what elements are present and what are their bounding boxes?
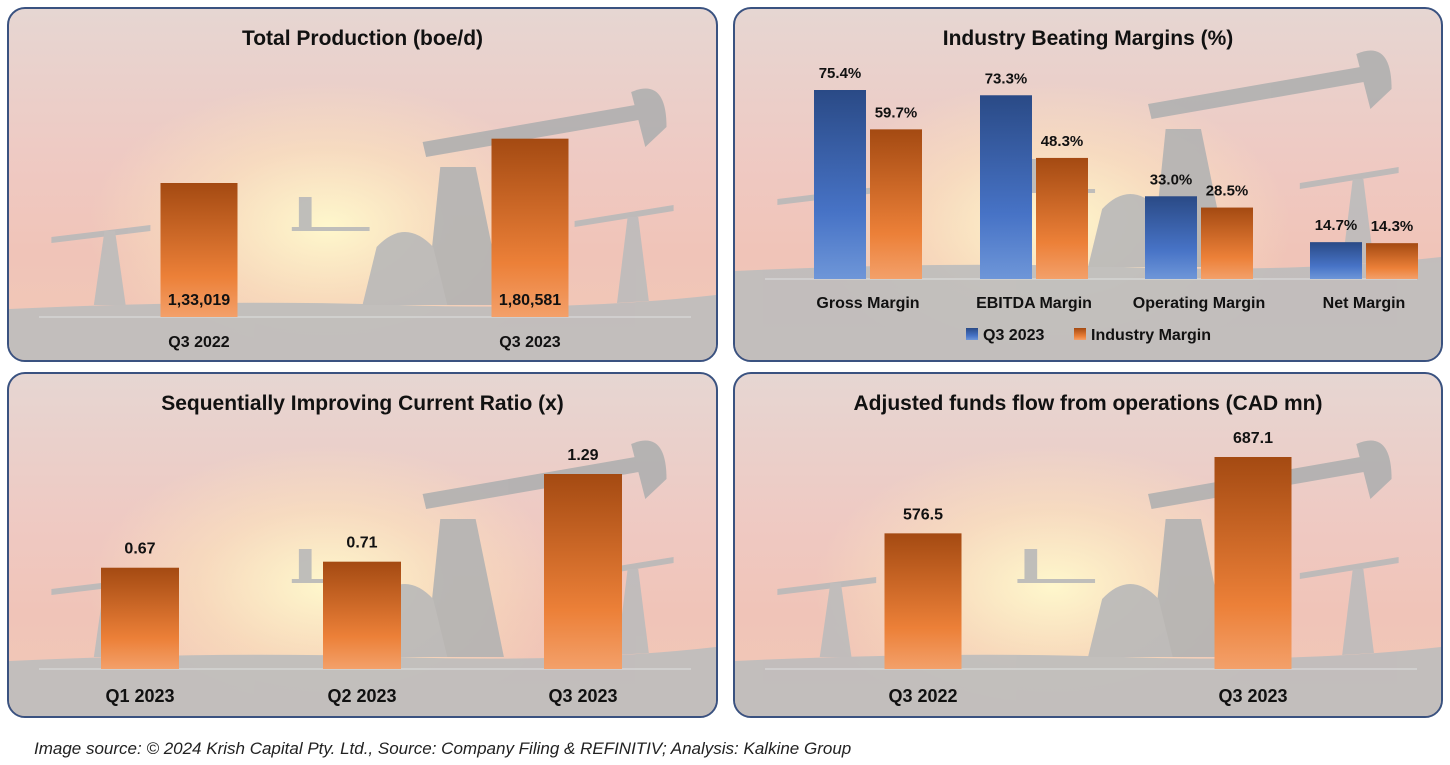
bar-q3-2023-operating-margin [1145, 196, 1197, 279]
small-pumpjack-tower [819, 583, 852, 657]
pumpjack-beam [1148, 64, 1381, 119]
bar-q3-2023-ebitda-margin [980, 95, 1032, 280]
ground-shape [735, 647, 1441, 716]
data-label: 1.29 [567, 447, 598, 464]
data-label: 59.7% [875, 104, 918, 121]
data-label: 33.0% [1150, 171, 1193, 188]
ground-shape [735, 257, 1441, 360]
x-tick-label: Q3 2023 [499, 334, 560, 351]
platform-box [298, 197, 312, 227]
pumpjack-head [1356, 440, 1392, 499]
bar-q3-2023 [1214, 457, 1292, 669]
machinery [362, 232, 448, 305]
x-tick-label: Q1 2023 [105, 686, 174, 706]
pumpjack-tower [426, 167, 504, 305]
pumpjack-tower [1151, 519, 1230, 657]
data-label: 48.3% [1041, 133, 1084, 150]
bar-q3-2023 [544, 474, 622, 669]
chart-panel-margins: Industry Beating Margins (%) 75.4% 59.7% G… [733, 7, 1443, 362]
pumpjack-head [1356, 50, 1392, 109]
data-label: 576.5 [903, 506, 943, 523]
platform-box [298, 549, 312, 579]
data-label: 14.3% [1371, 218, 1414, 235]
bar-industry-ebitda-margin [1036, 157, 1088, 279]
data-label: 73.3% [985, 70, 1028, 87]
data-label: 75.4% [819, 65, 862, 82]
chart-panel-current-ratio: Sequentially Improving Current Ratio (x)… [7, 372, 718, 718]
data-label: 1,80,581 [499, 292, 561, 309]
pumpjack-tower [426, 519, 504, 657]
chart-title: Industry Beating Margins (%) [942, 27, 1234, 50]
legend-swatch-industry-margin [1074, 328, 1086, 340]
legend-swatch-q3-2023 [966, 328, 978, 340]
small-pumpjack-beam [1299, 557, 1399, 579]
oil-field-silhouette [9, 88, 716, 360]
legend-label-industry-margin: Industry Margin [1091, 327, 1211, 344]
oil-field-silhouette [735, 440, 1441, 716]
x-tick-label: Q3 2023 [548, 686, 617, 706]
platform-box [1024, 549, 1038, 579]
platform-rail [291, 227, 370, 231]
chart-title: Adjusted funds flow from operations (CAD… [853, 392, 1323, 415]
pumpjack-head [631, 88, 667, 147]
small-pumpjack-tower [617, 217, 649, 303]
x-tick-label: Net Margin [1323, 295, 1406, 312]
chart-plot: 0.67 Q1 2023 0.71 Q2 2023 1.29 Q3 2023 [9, 440, 716, 716]
platform-rail [1017, 579, 1096, 583]
chart-plot: 75.4% 59.7% Gross Margin 73.3% 48.3% EBITDA M… [735, 50, 1441, 360]
bar-q2-2023 [323, 561, 401, 669]
bar-q3-2023 [491, 138, 569, 317]
x-tick-label: Q3 2022 [888, 686, 957, 706]
legend-label-q3-2023: Q3 2023 [983, 327, 1044, 344]
bar-q3-2023-net-margin [1310, 242, 1362, 279]
bar-q3-2022 [884, 533, 962, 669]
source-footnote: Image source: © 2024 Krish Capital Pty. … [34, 739, 852, 758]
bar-q1-2023 [101, 567, 179, 669]
chart-plot: 576.5 Q3 2022 687.1 Q3 2023 [735, 430, 1441, 716]
small-pumpjack-tower [1342, 569, 1374, 655]
small-pumpjack-beam [574, 205, 674, 227]
small-pumpjack-tower [617, 569, 649, 655]
x-tick-label: Q3 2022 [168, 334, 229, 351]
machinery [1088, 584, 1173, 657]
bar-industry-net-margin [1366, 243, 1418, 279]
pumpjack-beam [422, 454, 656, 509]
x-tick-label: Q2 2023 [327, 686, 396, 706]
chart-panel-total-production: Total Production (boe/d) 1,33,019 Q3 2022… [7, 7, 718, 362]
bar-industry-gross-margin [870, 129, 922, 279]
data-label: 28.5% [1206, 183, 1249, 200]
small-pumpjack-beam [777, 577, 877, 595]
bar-industry-operating-margin [1201, 207, 1253, 279]
x-tick-label: Q3 2023 [1218, 686, 1287, 706]
data-label: 1,33,019 [168, 292, 230, 309]
small-pumpjack-beam [51, 225, 151, 243]
chart-title: Sequentially Improving Current Ratio (x) [161, 392, 564, 415]
small-pumpjack-beam [1299, 167, 1399, 189]
data-label: 0.71 [346, 535, 377, 552]
pumpjack-beam [422, 102, 656, 157]
data-label: 14.7% [1315, 217, 1358, 234]
x-tick-label: EBITDA Margin [976, 295, 1092, 312]
x-tick-label: Operating Margin [1133, 295, 1265, 312]
chart-panel-funds-flow: Adjusted funds flow from operations (CAD… [733, 372, 1443, 718]
chart-title: Total Production (boe/d) [241, 27, 484, 50]
ground-shape [9, 647, 716, 716]
bar-q3-2022 [160, 183, 238, 317]
pumpjack-head [631, 440, 667, 499]
chart-plot: 1,33,019 Q3 2022 1,80,581 Q3 2023 [9, 88, 716, 360]
bar-q3-2023-gross-margin [814, 90, 866, 279]
x-tick-label: Gross Margin [816, 295, 919, 312]
small-pumpjack-tower [93, 231, 126, 305]
data-label: 687.1 [1233, 430, 1273, 447]
data-label: 0.67 [124, 541, 155, 558]
